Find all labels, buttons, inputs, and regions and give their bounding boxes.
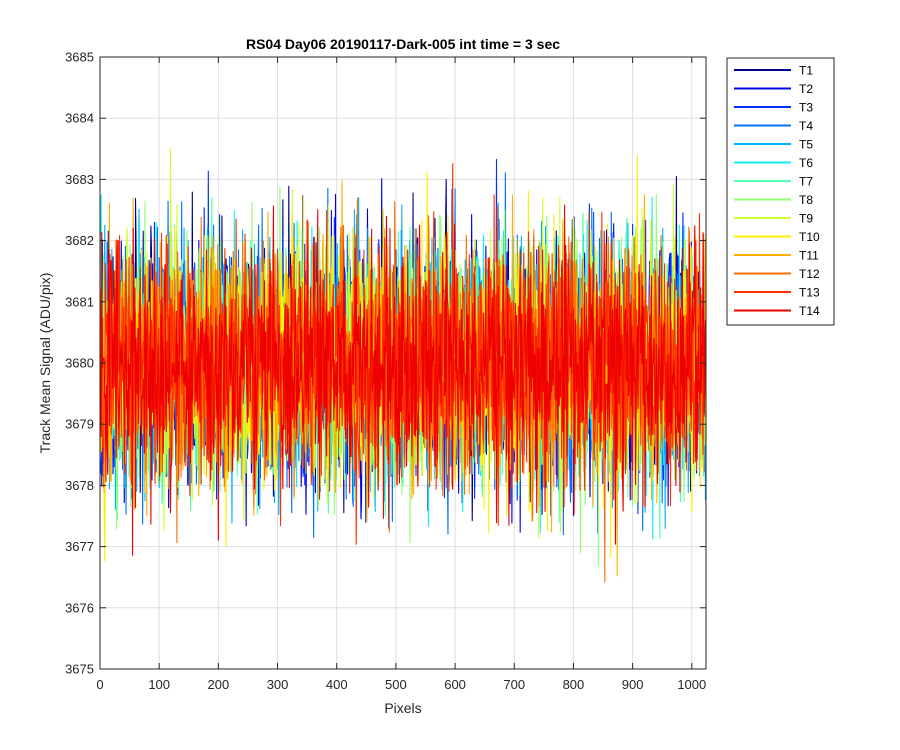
y-tick-label: 3679 (65, 417, 94, 432)
legend-box (726, 57, 835, 326)
x-tick-label: 100 (148, 677, 170, 692)
x-tick-label: 1000 (677, 677, 706, 692)
legend-label-t9: T9 (799, 212, 813, 226)
x-tick-label: 300 (267, 677, 289, 692)
y-tick-label: 3678 (65, 478, 94, 493)
legend: T1 T2 T3 T4 T5 T6 T7 T8 T9 T10 T11 T12 T13 T14 (726, 57, 835, 326)
y-tick-label: 3683 (65, 172, 94, 187)
legend-label-t1: T1 (799, 64, 813, 78)
y-tick-label: 3677 (65, 539, 94, 554)
series-layer (100, 147, 707, 583)
x-tick-label: 200 (208, 677, 230, 692)
y-tick-label: 3681 (65, 294, 94, 309)
axes (99, 56, 707, 670)
legend-label-t7: T7 (799, 175, 813, 189)
x-tick-label: 700 (503, 677, 525, 692)
legend-label-t5: T5 (799, 138, 813, 152)
x-tick-label: 0 (96, 677, 103, 692)
legend-label-t14: T14 (799, 304, 820, 318)
y-tick-label: 3675 (65, 662, 94, 677)
y-tick-label: 3684 (65, 111, 94, 126)
legend-label-t10: T10 (799, 230, 820, 244)
x-tick-label: 400 (326, 677, 348, 692)
legend-label-t11: T11 (799, 249, 819, 263)
legend-label-t12: T12 (799, 267, 820, 281)
y-tick-label: 3685 (65, 50, 94, 65)
x-tick-label: 900 (622, 677, 644, 692)
tick-labels: 0 100 200 300 400 500 600 700 800 900 1000 3675 3676… (65, 50, 706, 693)
y-tick-label: 3676 (65, 600, 94, 615)
y-tick-label: 3680 (65, 356, 94, 371)
x-tick-label: 600 (444, 677, 466, 692)
legend-label-t13: T13 (799, 286, 820, 300)
y-tick-label: 3682 (65, 233, 94, 248)
x-tick-label: 500 (385, 677, 407, 692)
x-tick-label: 800 (563, 677, 585, 692)
legend-label-t3: T3 (799, 101, 813, 115)
legend-label-t4: T4 (799, 119, 813, 133)
chart-title: RS04 Day06 20190117-Dark-005 int time = … (246, 36, 560, 52)
legend-label-t2: T2 (799, 82, 813, 96)
legend-label-t6: T6 (799, 156, 813, 170)
x-axis-label: Pixels (384, 700, 421, 716)
series-line-t14 (100, 204, 707, 556)
y-axis-label: Track Mean Signal (ADU/pix) (37, 273, 53, 454)
legend-label-t8: T8 (799, 193, 813, 207)
